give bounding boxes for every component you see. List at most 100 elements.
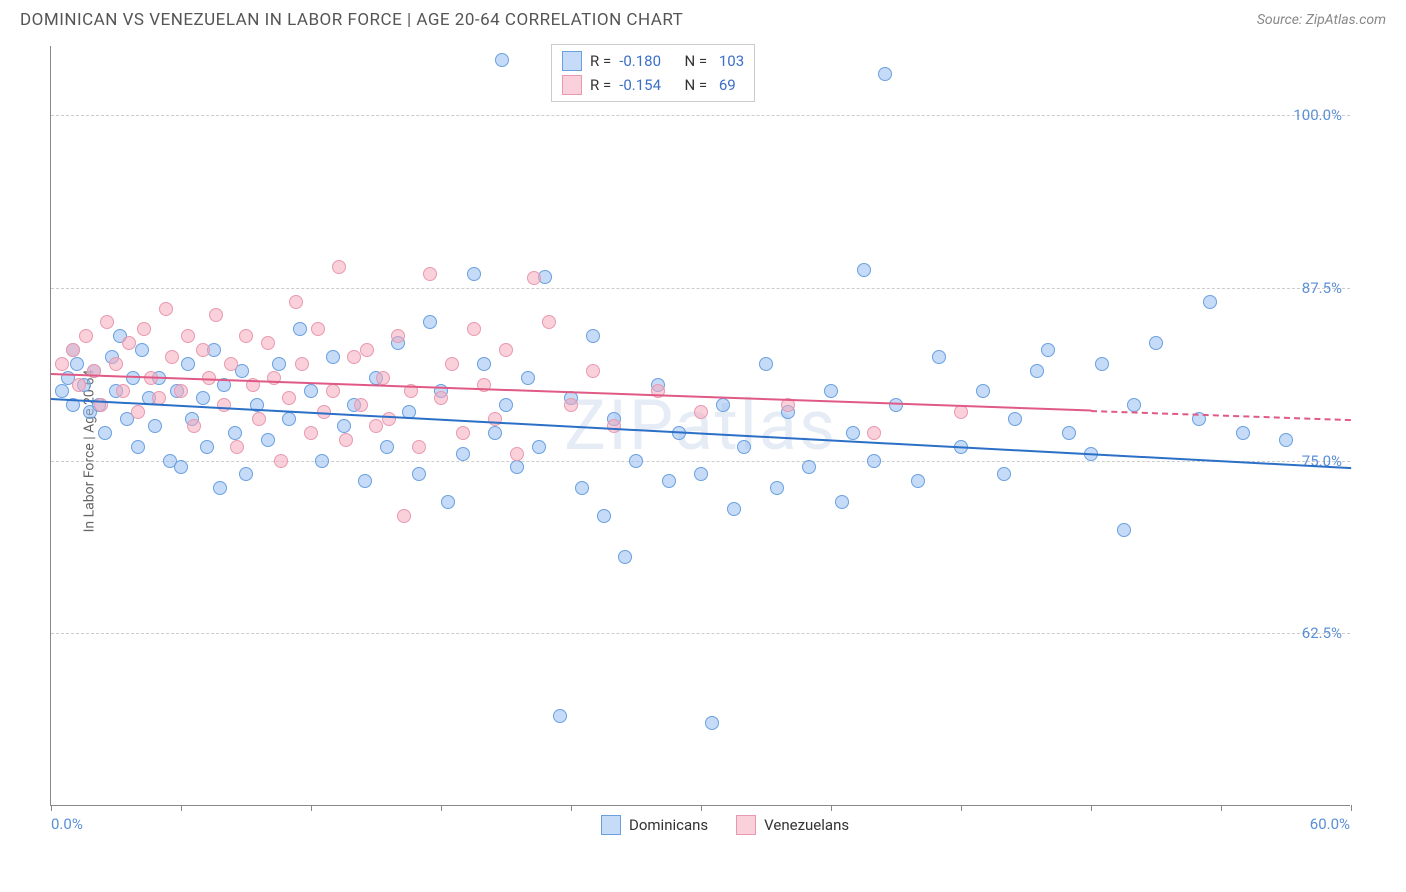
x-tick	[701, 805, 702, 811]
scatter-point	[358, 474, 372, 488]
scatter-point	[1041, 343, 1055, 357]
scatter-point	[289, 295, 303, 309]
correlation-row: R =-0.154 N = 69	[562, 73, 744, 97]
x-max-label: 60.0%	[1310, 815, 1350, 833]
x-min-label: 0.0%	[51, 815, 83, 833]
n-value: 69	[715, 76, 736, 94]
scatter-point	[360, 343, 374, 357]
scatter-point	[1236, 426, 1250, 440]
x-tick	[1351, 805, 1352, 811]
scatter-point	[705, 716, 719, 730]
x-tick	[1091, 805, 1092, 811]
scatter-point	[477, 357, 491, 371]
scatter-point	[79, 329, 93, 343]
scatter-point	[499, 343, 513, 357]
scatter-point	[629, 454, 643, 468]
r-value: -0.154	[619, 76, 661, 94]
scatter-point	[122, 336, 136, 350]
scatter-point	[607, 419, 621, 433]
scatter-point	[878, 67, 892, 81]
plot-area: ZIPatlas 62.5%75.0%87.5%100.0%0.0%60.0%R…	[50, 46, 1350, 806]
trendline-dash	[1091, 410, 1351, 421]
scatter-point	[181, 329, 195, 343]
scatter-point	[586, 329, 600, 343]
scatter-point	[467, 322, 481, 336]
scatter-point	[304, 384, 318, 398]
scatter-point	[109, 357, 123, 371]
scatter-point	[510, 460, 524, 474]
r-label: R =	[590, 52, 611, 70]
scatter-point	[354, 398, 368, 412]
scatter-point	[932, 350, 946, 364]
scatter-point	[423, 267, 437, 281]
chart-header: DOMINICAN VS VENEZUELAN IN LABOR FORCE |…	[0, 0, 1406, 36]
scatter-point	[391, 329, 405, 343]
scatter-point	[213, 481, 227, 495]
scatter-point	[135, 343, 149, 357]
scatter-point	[1127, 398, 1141, 412]
scatter-point	[1117, 523, 1131, 537]
scatter-point	[187, 419, 201, 433]
gridline-h	[51, 633, 1350, 634]
legend-swatch	[562, 75, 582, 95]
scatter-point	[716, 398, 730, 412]
scatter-point	[495, 53, 509, 67]
x-tick	[1221, 805, 1222, 811]
scatter-point	[1008, 412, 1022, 426]
scatter-point	[488, 426, 502, 440]
scatter-point	[224, 357, 238, 371]
scatter-point	[311, 322, 325, 336]
scatter-point	[165, 350, 179, 364]
scatter-point	[532, 440, 546, 454]
legend-item: Venezuelans	[736, 815, 849, 835]
scatter-point	[976, 384, 990, 398]
scatter-point	[759, 357, 773, 371]
scatter-point	[542, 315, 556, 329]
scatter-point	[239, 329, 253, 343]
scatter-point	[261, 336, 275, 350]
scatter-point	[456, 426, 470, 440]
y-tick-label: 62.5%	[1302, 624, 1342, 642]
n-label: N =	[684, 76, 707, 94]
gridline-h	[51, 288, 1350, 289]
y-tick-label: 100.0%	[1293, 106, 1342, 124]
scatter-point	[272, 357, 286, 371]
scatter-point	[997, 467, 1011, 481]
scatter-point	[261, 433, 275, 447]
scatter-point	[66, 343, 80, 357]
scatter-point	[770, 481, 784, 495]
legend-label: Dominicans	[629, 816, 708, 834]
correlation-row: R =-0.180 N = 103	[562, 49, 744, 73]
legend-swatch	[736, 815, 756, 835]
x-tick	[831, 805, 832, 811]
scatter-point	[1149, 336, 1163, 350]
scatter-point	[889, 398, 903, 412]
scatter-point	[727, 502, 741, 516]
n-label: N =	[684, 52, 707, 70]
scatter-point	[382, 412, 396, 426]
x-tick	[571, 805, 572, 811]
scatter-point	[521, 371, 535, 385]
scatter-point	[55, 384, 69, 398]
scatter-point	[304, 426, 318, 440]
scatter-point	[159, 302, 173, 316]
scatter-point	[282, 412, 296, 426]
scatter-point	[488, 412, 502, 426]
scatter-point	[98, 426, 112, 440]
scatter-point	[802, 460, 816, 474]
scatter-point	[369, 419, 383, 433]
scatter-point	[295, 357, 309, 371]
scatter-point	[282, 391, 296, 405]
scatter-point	[196, 343, 210, 357]
y-tick-label: 87.5%	[1302, 279, 1342, 297]
x-tick	[311, 805, 312, 811]
scatter-point	[499, 398, 513, 412]
legend-swatch	[562, 51, 582, 71]
scatter-point	[867, 426, 881, 440]
scatter-point	[456, 447, 470, 461]
correlation-legend: R =-0.180 N = 103R =-0.154 N = 69	[551, 44, 755, 102]
scatter-point	[200, 440, 214, 454]
scatter-point	[196, 391, 210, 405]
scatter-point	[274, 454, 288, 468]
scatter-point	[824, 384, 838, 398]
